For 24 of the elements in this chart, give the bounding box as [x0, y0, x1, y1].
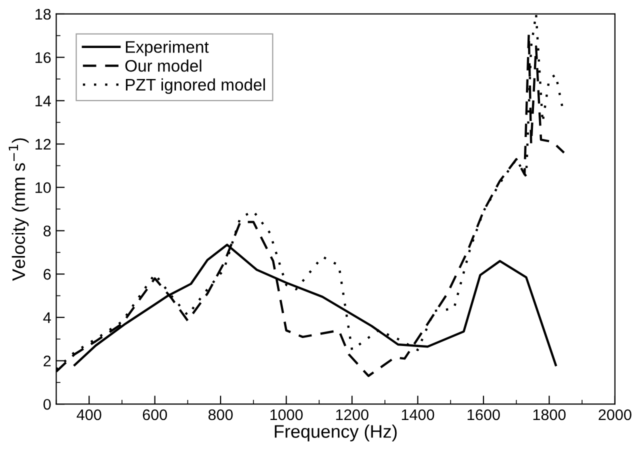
- y-tick-label: 18: [36, 8, 51, 20]
- y-tick-label: 4: [43, 312, 51, 323]
- legend-label: Experiment: [126, 40, 209, 56]
- x-tick-label: 1200: [336, 409, 368, 420]
- x-axis-title: Frequency (Hz): [274, 424, 397, 442]
- y-axis-title: Velocity (mm s$^{−1}$): [8, 138, 29, 281]
- y-tick-label: 2: [44, 356, 51, 366]
- y-tick-label: 6: [44, 268, 51, 280]
- y-tick-label: 8: [44, 226, 51, 236]
- x-tick-label: 2000: [598, 409, 632, 420]
- x-tick-label: 1800: [533, 409, 566, 420]
- y-tick-label: 14: [36, 96, 51, 106]
- legend-label: PZT ignored model: [126, 78, 265, 94]
- x-tick-label: 600: [142, 409, 167, 420]
- x-tick-label: 400: [76, 409, 102, 420]
- y-tick-label: 0: [43, 398, 51, 410]
- legend-label: Our model: [125, 60, 202, 72]
- x-tick-label: 1600: [468, 409, 500, 420]
- x-tick-label: 800: [208, 409, 233, 420]
- y-tick-label: 10: [36, 182, 51, 194]
- x-tick-label: 1000: [270, 409, 303, 420]
- y-tick-label: 12: [36, 138, 51, 150]
- y-tick-label: 16: [36, 52, 51, 64]
- x-tick-label: 1400: [402, 409, 434, 420]
